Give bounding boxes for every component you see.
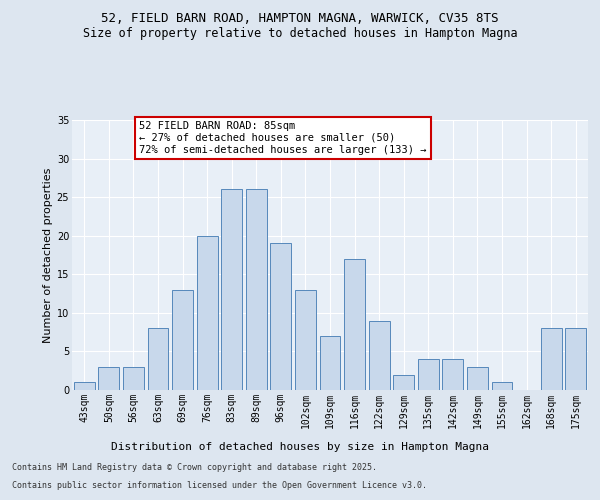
Text: Contains HM Land Registry data © Crown copyright and database right 2025.: Contains HM Land Registry data © Crown c… (12, 464, 377, 472)
Bar (197, 236, 218, 390)
Bar (442, 359, 463, 390)
Bar (320, 336, 340, 390)
Bar (541, 328, 562, 390)
Text: 52 FIELD BARN ROAD: 85sqm
← 27% of detached houses are smaller (50)
72% of semi-: 52 FIELD BARN ROAD: 85sqm ← 27% of detac… (139, 122, 427, 154)
Bar (368, 320, 389, 390)
Bar (271, 244, 292, 390)
Bar (393, 374, 414, 390)
Bar (172, 290, 193, 390)
Text: Contains public sector information licensed under the Open Government Licence v3: Contains public sector information licen… (12, 481, 427, 490)
Bar (565, 328, 586, 390)
Bar (98, 367, 119, 390)
Bar (246, 190, 267, 390)
Bar (491, 382, 512, 390)
Bar (123, 367, 144, 390)
Bar (74, 382, 95, 390)
Bar (221, 190, 242, 390)
Text: Distribution of detached houses by size in Hampton Magna: Distribution of detached houses by size … (111, 442, 489, 452)
Text: 52, FIELD BARN ROAD, HAMPTON MAGNA, WARWICK, CV35 8TS: 52, FIELD BARN ROAD, HAMPTON MAGNA, WARW… (101, 12, 499, 26)
Text: Size of property relative to detached houses in Hampton Magna: Size of property relative to detached ho… (83, 28, 517, 40)
Bar (344, 259, 365, 390)
Bar (148, 328, 169, 390)
Y-axis label: Number of detached properties: Number of detached properties (43, 168, 53, 342)
Bar (418, 359, 439, 390)
Bar (467, 367, 488, 390)
Bar (295, 290, 316, 390)
